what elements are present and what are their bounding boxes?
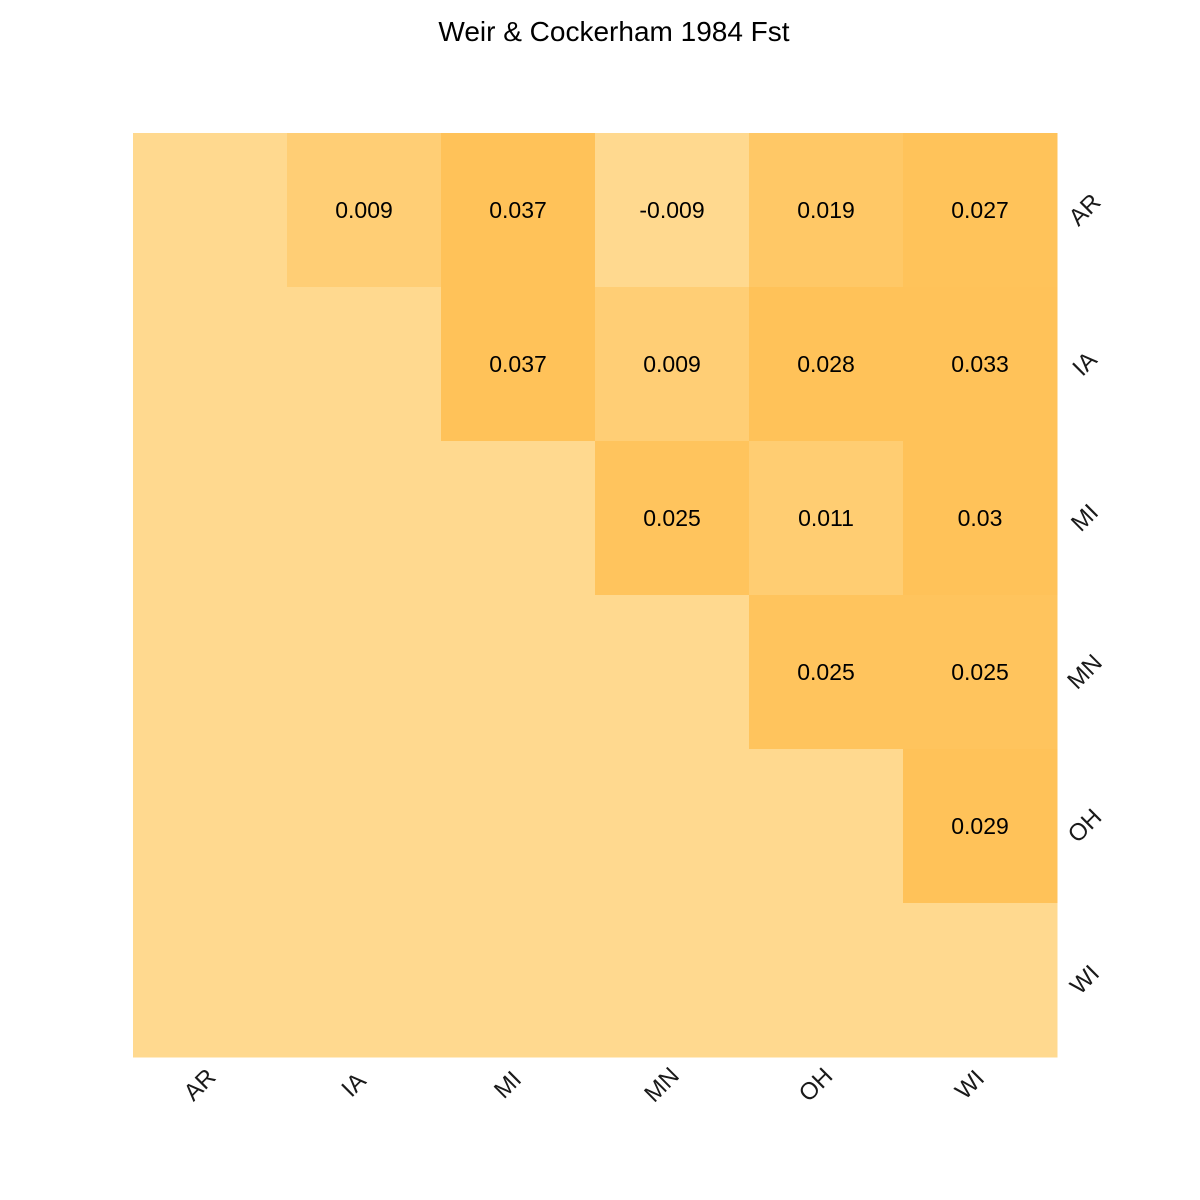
heatmap-cell-mn-mi [441,595,596,750]
heatmap-cell-ia-mn [595,287,750,442]
heatmap-cell-mi-ar [133,441,288,596]
heatmap-cell-ar-wi [903,133,1058,288]
heatmap-cell-mi-wi [903,441,1058,596]
heatmap-cells [133,133,1058,1058]
x-tick-label-oh: OH [794,1063,839,1108]
heatmap-cell-mn-wi [903,595,1058,750]
cell-value-label: 0.028 [797,351,855,377]
heatmap-cell-ar-oh [749,133,904,288]
x-tick-label-mi: MI [489,1066,527,1104]
heatmap-cell-mi-mi [441,441,596,596]
cell-value-label: 0.019 [797,197,855,223]
heatmap-cell-mn-ia [287,595,442,750]
cell-value-label: 0.037 [489,197,547,223]
heatmap-cell-oh-mi [441,749,596,904]
heatmap-cell-oh-wi [903,749,1058,904]
x-tick-label-ia: IA [336,1067,371,1102]
x-tick-label-wi: WI [950,1065,990,1105]
heatmap-cell-ia-ia [287,287,442,442]
heatmap-cell-wi-mn [595,903,750,1058]
heatmap-cell-oh-mn [595,749,750,904]
heatmap-cell-ia-mi [441,287,596,442]
y-tick-label-mi: MI [1066,499,1104,537]
heatmap-value-labels: 0.009 0.037 -0.009 0.019 0.027 0.037 0.009 0.02… [335,197,1009,839]
heatmap-cell-ar-ia [287,133,442,288]
heatmap-cell-mi-mn [595,441,750,596]
heatmap-cell-oh-ar [133,749,288,904]
y-axis-tick-labels: AR IA MI MN OH WI [1062,189,1107,1000]
heatmap-cell-ia-oh [749,287,904,442]
heatmap-cell-wi-mi [441,903,596,1058]
heatmap-cell-wi-wi [903,903,1058,1058]
heatmap-cell-wi-ar [133,903,288,1058]
heatmap-cell-mn-ar [133,595,288,750]
heatmap-cell-mn-mn [595,595,750,750]
heatmap-cell-wi-oh [749,903,904,1058]
heatmap-cell-mi-ia [287,441,442,596]
cell-value-label: 0.009 [335,197,393,223]
heatmap-cell-wi-ia [287,903,442,1058]
cell-value-label: -0.009 [639,197,704,223]
heatmap-cell-ar-mn [595,133,750,288]
heatmap-cell-mi-oh [749,441,904,596]
cell-value-label: 0.011 [798,505,854,531]
heatmap-cell-ia-wi [903,287,1058,442]
cell-value-label: 0.025 [643,505,701,531]
x-axis-tick-labels: AR IA MI MN OH WI [179,1062,990,1107]
x-tick-label-ar: AR [179,1064,222,1107]
y-tick-label-wi: WI [1065,960,1105,1000]
heatmap-cell-mn-oh [749,595,904,750]
y-tick-label-mn: MN [1062,649,1107,694]
heatmap-cell-ia-ar [133,287,288,442]
heatmap-cell-oh-ia [287,749,442,904]
chart-title: Weir & Cockerham 1984 Fst [438,16,789,47]
cell-value-label: 0.009 [643,351,701,377]
y-tick-label-ia: IA [1067,346,1102,381]
heatmap-cell-ar-ar [133,133,288,288]
cell-value-label: 0.025 [951,659,1009,685]
x-tick-label-mn: MN [639,1062,684,1107]
heatmap-cell-oh-oh [749,749,904,904]
heatmap-cell-ar-mi [441,133,596,288]
cell-value-label: 0.037 [489,351,547,377]
cell-value-label: 0.03 [958,505,1003,531]
y-tick-label-oh: OH [1063,804,1108,849]
cell-value-label: 0.025 [797,659,855,685]
cell-value-label: 0.027 [951,197,1009,223]
y-tick-label-ar: AR [1064,189,1107,232]
cell-value-label: 0.029 [951,813,1009,839]
cell-value-label: 0.033 [951,351,1009,377]
